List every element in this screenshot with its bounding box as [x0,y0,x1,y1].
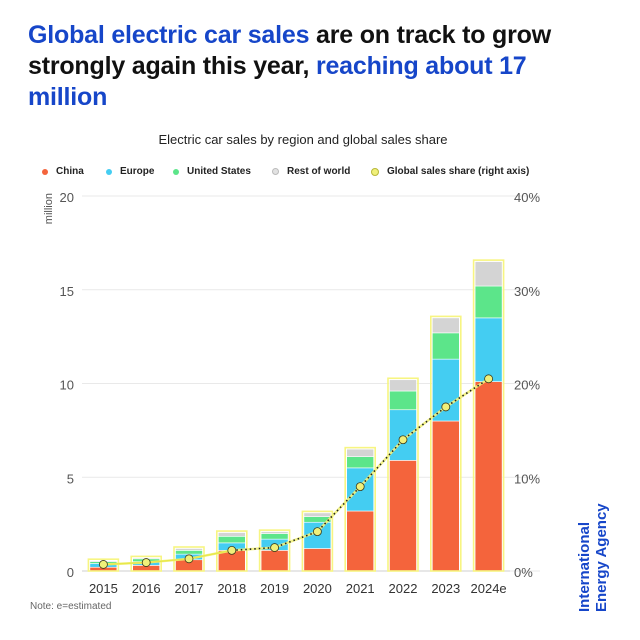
legend-item-rest-of-world: Rest of world [272,166,350,177]
share-point [484,374,494,384]
legend-label-global-share: Global sales share (right axis) [387,166,530,177]
y2-tick-label: 20% [514,378,540,393]
legend: China Europe United States Rest of world… [42,166,602,182]
bar-china [389,460,417,572]
legend-label-china: China [56,166,84,177]
bar-china [346,510,375,572]
bar-china [474,381,503,572]
y2-tick-label: 10% [514,471,540,486]
headline-part3: reaching about 17 million [28,52,527,111]
bar-rest-of-world [175,548,203,551]
share-point [355,482,365,492]
share-point [312,527,322,537]
x-tick-label: 2017 [175,581,204,596]
legend-swatch-china [42,168,48,175]
bar-europe [431,358,460,422]
x-tick-label: 2019 [260,581,289,596]
x-tick-label: 2015 [89,581,118,596]
legend-label-europe: Europe [120,166,155,177]
bar-outline [387,377,419,572]
legend-item-global-share: Global sales share (right axis) [371,166,529,177]
share-point [441,402,451,412]
bar-outline [344,446,377,572]
x-tick-label: 2021 [346,581,375,596]
share-point [270,543,280,552]
bar-outline [216,530,248,572]
y-tick-label: 20 [60,190,74,205]
bar-rest-of-world [260,531,289,534]
bar-europe [474,317,503,382]
bar-rest-of-world [389,379,417,392]
iea-logo: International Energy Agency [576,482,610,612]
chart-title: Electric car sales by region and global … [158,132,448,147]
share-line [103,549,232,566]
note: Note: e=estimated [30,601,112,612]
y-tick-label: 10 [60,378,74,393]
bar-rest-of-world [431,317,460,334]
headline: Global electric car sales are on track t… [28,20,568,113]
bar-united-states [175,550,203,555]
x-tick-label: 2024e [471,581,507,596]
share-point [99,560,108,569]
legend-swatch-global-share [371,167,379,176]
bar-united-states [431,332,460,360]
bar-united-states [346,456,375,469]
bar-rest-of-world [218,532,246,537]
headline-part1: Global electric car sales [28,21,310,49]
brand-line2: Energy Agency [593,503,610,612]
bar-outline [429,315,462,572]
legend-item-china: China [42,166,84,177]
bar-united-states [218,536,246,544]
legend-swatch-rest-of-world [272,168,279,175]
bar-china [260,550,289,572]
x-tick-label: 2020 [303,581,332,596]
bar-outline [258,529,291,572]
x-tick-label: 2023 [431,581,460,596]
headline-part2: are on track to grow strongly again this… [28,21,551,80]
bar-china [431,420,460,572]
x-tick-label: 2022 [389,581,418,596]
y-tick-label: 15 [60,284,74,299]
share-point [184,554,194,564]
share-point [227,545,237,555]
bar-outline [87,558,120,572]
brand-line1: International [576,521,593,612]
x-tick-label: 2016 [132,581,161,596]
bar-united-states [474,285,503,319]
bar-europe [389,409,417,461]
legend-item-europe: Europe [106,166,154,177]
bar-outline [472,259,505,572]
y-tick-label: 0 [67,565,74,580]
bar-china [303,548,332,572]
bar-united-states [260,533,289,540]
legend-label-rest-of-world: Rest of world [287,166,351,177]
y2-tick-label: 0% [514,565,533,580]
x-tick-label: 2018 [217,581,246,596]
bar-united-states [389,390,417,411]
legend-swatch-europe [106,168,112,175]
y2-tick-label: 30% [514,284,540,299]
legend-label-united-states: United States [187,166,251,177]
bar-rest-of-world [346,448,375,457]
y-axis-label: million [43,193,55,224]
bar-outline [301,510,334,572]
y-tick-label: 5 [67,471,74,486]
bar-rest-of-world [303,512,332,517]
share-point [398,435,408,445]
y2-tick-label: 40% [514,190,540,205]
legend-swatch-united-states [173,168,179,175]
share-point [141,558,151,567]
bar-rest-of-world [474,261,503,287]
legend-item-united-states: United States [173,166,251,177]
